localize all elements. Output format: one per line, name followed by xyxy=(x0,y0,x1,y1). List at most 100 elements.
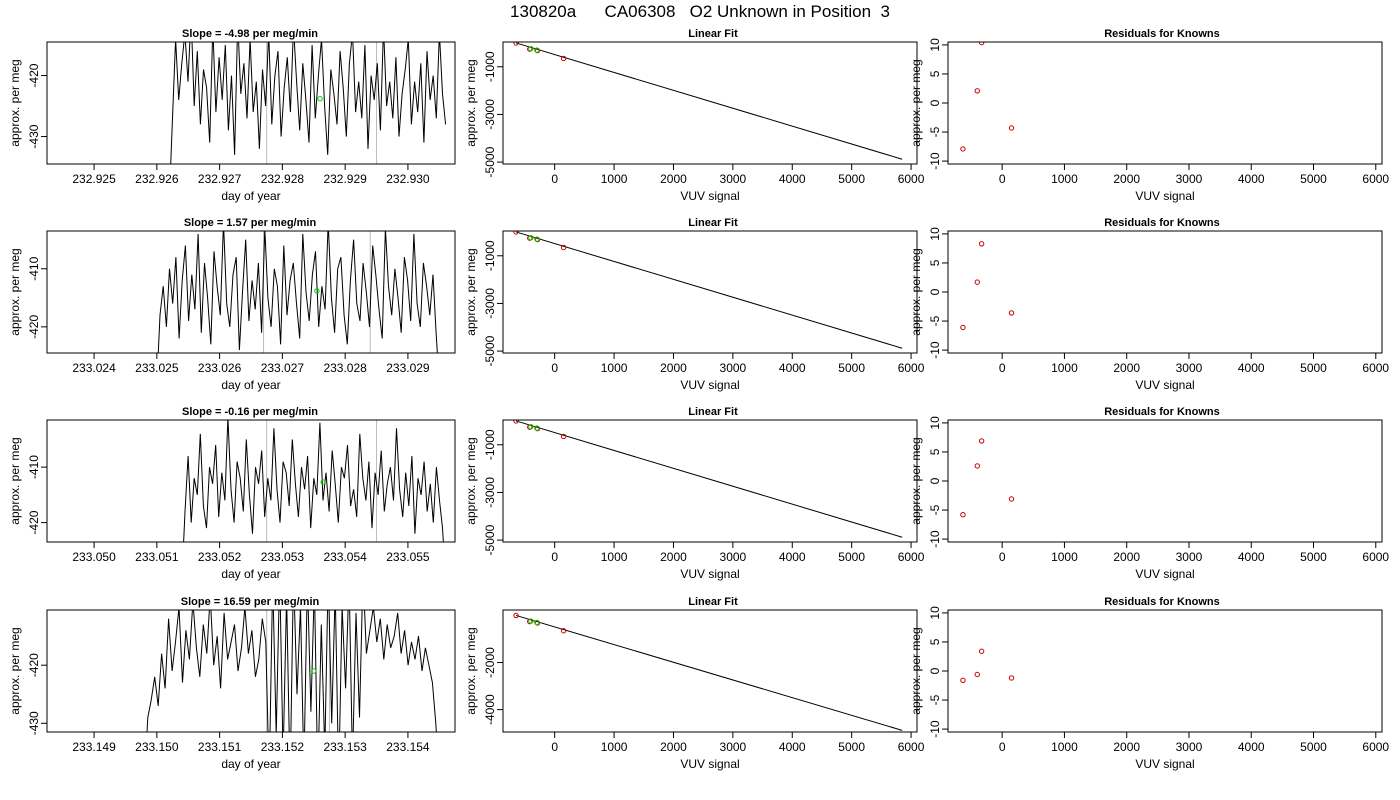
residual-point xyxy=(974,88,980,94)
x-tick-label: 3000 xyxy=(1176,172,1203,186)
unknown-sample-point xyxy=(528,618,534,624)
y-axis-label: approx. per meg xyxy=(464,248,478,335)
x-axis-label: VUV signal xyxy=(1135,378,1194,392)
x-tick-label: 3000 xyxy=(720,740,747,754)
x-axis-label: VUV signal xyxy=(680,378,739,392)
x-tick-label: 5000 xyxy=(1300,361,1327,375)
x-tick-label: 233.151 xyxy=(198,740,242,754)
y-tick-label: 10 xyxy=(928,416,942,430)
y-axis-label: approx. per meg xyxy=(909,627,923,714)
x-tick-label: 4000 xyxy=(779,550,806,564)
x-axis-label: day of year xyxy=(221,378,280,392)
panel-title-fit-1: Linear Fit xyxy=(688,28,738,40)
residual-point xyxy=(960,146,966,152)
signal-trace-line xyxy=(170,42,447,164)
x-tick-label: 233.052 xyxy=(198,550,242,564)
x-tick-label: 4000 xyxy=(1238,172,1265,186)
x-tick-label: 4000 xyxy=(779,740,806,754)
x-tick-label: 233.028 xyxy=(323,361,367,375)
plot-data-group-fit1 xyxy=(513,231,903,349)
known-standard-point xyxy=(560,628,567,634)
x-tick-label: 2000 xyxy=(1113,740,1140,754)
plot-frame xyxy=(947,41,1383,165)
x-tick-label: 2000 xyxy=(660,740,687,754)
x-tick-label: 6000 xyxy=(1362,361,1389,375)
fit-line xyxy=(515,42,903,160)
known-standard-point xyxy=(513,42,519,46)
x-tick-label: 1000 xyxy=(1051,550,1078,564)
y-tick-label: 0 xyxy=(928,288,942,295)
y-tick-label: -10 xyxy=(928,152,942,170)
x-axis-label: day of year xyxy=(221,757,280,771)
y-tick-label: -3000 xyxy=(483,99,497,130)
panel-title-fit-3: Linear Fit xyxy=(688,406,738,418)
y-axis-label: approx. per meg xyxy=(464,59,478,146)
y-tick-label: 10 xyxy=(928,227,942,241)
residual-point xyxy=(1008,496,1015,502)
y-tick-label: -4000 xyxy=(483,694,497,725)
unknown-mean-point xyxy=(311,668,317,674)
unknown-sample-point xyxy=(534,619,540,626)
x-tick-label: 6000 xyxy=(898,550,925,564)
residual-point xyxy=(960,324,966,331)
x-tick-label: 3000 xyxy=(1176,740,1203,754)
x-tick-label: 1000 xyxy=(601,740,628,754)
x-tick-label: 232.928 xyxy=(261,172,305,186)
y-axis-label: approx. per meg xyxy=(909,248,923,335)
y-tick-label: -5000 xyxy=(483,335,497,366)
plot-data-group-fit0 xyxy=(513,42,903,160)
y-tick-label: -5000 xyxy=(483,146,497,177)
x-tick-label: 2000 xyxy=(660,172,687,186)
plot-frame xyxy=(947,419,1383,543)
x-tick-label: 233.152 xyxy=(261,740,305,754)
y-tick-label: -430 xyxy=(27,711,41,735)
y-axis-label: approx. per meg xyxy=(909,59,923,146)
y-tick-label: -410 xyxy=(27,256,41,280)
plot-data-group-ts1 xyxy=(157,231,438,353)
residual-point xyxy=(960,677,966,683)
x-tick-label: 3000 xyxy=(1176,550,1203,564)
plot-data-group-res1 xyxy=(960,241,1015,331)
x-tick-label: 233.153 xyxy=(323,740,367,754)
y-tick-label: -5 xyxy=(928,126,942,137)
unknown-sample-point xyxy=(534,425,540,431)
x-tick-label: 1000 xyxy=(1051,172,1078,186)
panel-title-fit-4: Linear Fit xyxy=(688,596,738,608)
plot-data-group-res0 xyxy=(960,42,1015,152)
y-tick-label: -2000 xyxy=(483,647,497,678)
x-tick-label: 1000 xyxy=(1051,361,1078,375)
y-tick-label: -10 xyxy=(928,720,942,738)
plot-frame xyxy=(46,41,456,165)
x-axis-label: VUV signal xyxy=(1135,189,1194,203)
y-axis-label: approx. per meg xyxy=(8,59,22,146)
fit-line xyxy=(515,614,903,731)
signal-trace-line xyxy=(146,610,437,732)
x-tick-label: 0 xyxy=(999,740,1006,754)
y-tick-label: 5 xyxy=(928,70,942,77)
plot-data-group-ts0 xyxy=(170,42,447,164)
panel-title-slope-4: Slope = 16.59 per meg/min xyxy=(181,596,320,608)
residual-point xyxy=(974,279,980,285)
x-tick-label: 0 xyxy=(999,172,1006,186)
unknown-sample-point xyxy=(528,234,534,241)
x-axis-label: day of year xyxy=(221,567,280,581)
y-tick-label: -5 xyxy=(928,694,942,705)
plot-data-group-fit2 xyxy=(513,420,903,538)
x-tick-label: 1000 xyxy=(601,550,628,564)
x-tick-label: 2000 xyxy=(660,550,687,564)
unknown-mean-point xyxy=(320,479,326,485)
y-tick-label: -420 xyxy=(27,510,41,534)
x-tick-label: 233.029 xyxy=(386,361,430,375)
x-tick-label: 6000 xyxy=(1362,550,1389,564)
x-axis-label: day of year xyxy=(221,189,280,203)
plot-frame xyxy=(947,609,1383,733)
plot-frame xyxy=(46,230,456,354)
x-axis-label: VUV signal xyxy=(1135,567,1194,581)
x-tick-label: 5000 xyxy=(1300,550,1327,564)
y-tick-label: -10 xyxy=(928,530,942,548)
plot-frame xyxy=(502,419,918,543)
panel-title-residuals-3: Residuals for Knowns xyxy=(1104,406,1220,418)
y-axis-label: approx. per meg xyxy=(8,437,22,524)
plot-data-group-res2 xyxy=(960,438,1015,518)
